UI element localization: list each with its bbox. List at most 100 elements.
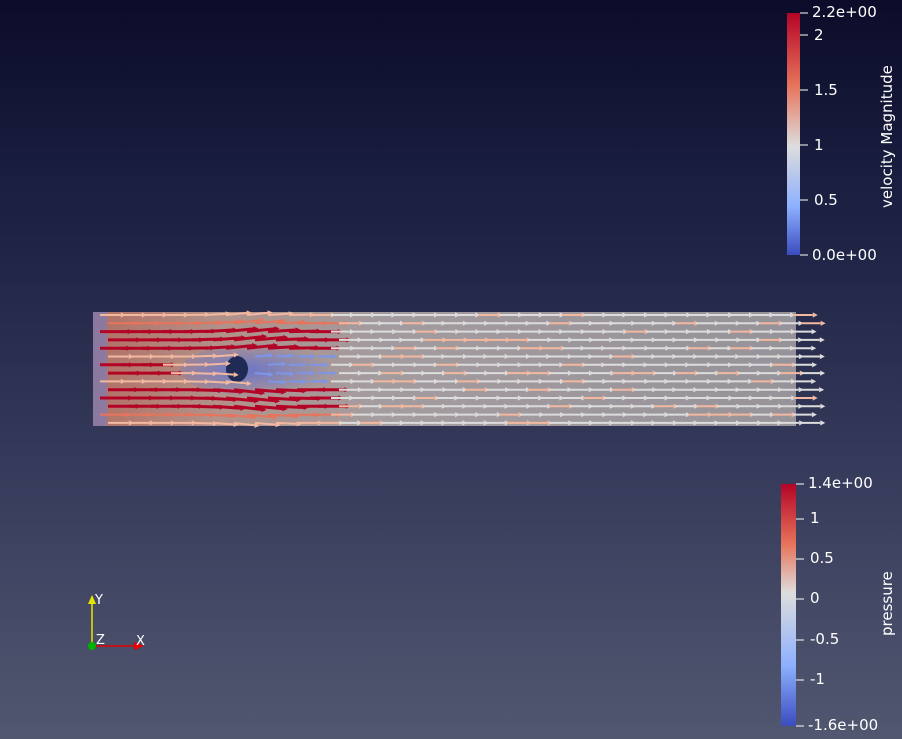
velocity-arrow-head (777, 420, 783, 426)
velocity-colorbar-title: velocity Magnitude (878, 65, 896, 208)
velocity-arrow-head (622, 378, 628, 384)
velocity-arrow-head (310, 370, 316, 376)
velocity-arrow-head (812, 362, 818, 368)
velocity-arrow-shaft (267, 363, 282, 366)
pressure-max-label: 1.4e+00 (808, 474, 873, 492)
pressure-colorbar (781, 483, 804, 727)
velocity-arrow-head (693, 353, 699, 360)
velocity-arrow-head (819, 337, 825, 343)
velocity-arrow-head (820, 370, 826, 376)
pressure-tick-0-5: 0.5 (810, 549, 834, 567)
pressure-colorbar-title: pressure (878, 571, 896, 636)
velocity-arrow-head (302, 361, 308, 368)
velocity-arrow-head (331, 353, 337, 360)
pressure-tick-0: 0 (810, 589, 820, 607)
velocity-arrow-shaft (191, 421, 213, 425)
velocity-arrow-head (462, 420, 468, 426)
velocity-arrow-head (748, 378, 754, 384)
velocity-arrow-head (685, 362, 691, 368)
velocity-arrow-head (281, 361, 287, 367)
velocity-arrow-head (349, 395, 355, 401)
velocity-arrow-shaft (254, 372, 269, 376)
velocity-arrow-head (517, 345, 523, 351)
velocity-arrow-head (331, 370, 337, 376)
velocity-arrow-head (289, 353, 295, 359)
velocity-arrow-head (310, 353, 316, 360)
velocity-arrow-head (254, 422, 260, 428)
velocity-tick-0-5: 0.5 (814, 191, 838, 209)
x-axis-label: X (136, 634, 145, 649)
velocity-arrow-shaft (254, 404, 283, 411)
velocity-arrow-shaft (267, 312, 289, 316)
velocity-arrow-head (643, 362, 649, 368)
velocity-arrow-head (546, 320, 552, 326)
velocity-arrow-head (685, 378, 691, 384)
velocity-arrow-head (378, 320, 384, 326)
velocity-arrow-head (454, 395, 460, 401)
velocity-arrow-head (302, 379, 308, 385)
velocity-arrow-shaft (275, 354, 290, 358)
velocity-arrow-head (811, 345, 817, 351)
velocity-arrow-shaft (204, 413, 231, 418)
velocity-arrow-shaft (246, 327, 275, 334)
velocity-colorbar (787, 12, 808, 256)
velocity-arrow-head (672, 320, 678, 326)
velocity-tick-1: 1 (814, 136, 824, 154)
velocity-min-label: 0.0e+00 (812, 246, 877, 264)
obstacle-cylinder (226, 356, 248, 382)
velocity-arrow-shaft (254, 388, 282, 394)
velocity-arrow-shaft (246, 344, 274, 350)
velocity-arrow-shaft (246, 311, 268, 316)
velocity-arrow-head (819, 353, 825, 360)
z-axis-dot (88, 642, 96, 650)
velocity-arrow-head (820, 320, 826, 326)
velocity-arrow-head (475, 412, 481, 418)
pressure-tick-neg-1: -1 (810, 670, 825, 688)
velocity-arrow-head (323, 362, 329, 368)
velocity-arrow-head (233, 352, 239, 358)
velocity-arrow-head (735, 353, 741, 360)
velocity-arrow-shaft (212, 320, 239, 325)
pressure-tick-neg-0-5: -0.5 (810, 630, 840, 648)
velocity-arrow-head (664, 412, 670, 418)
velocity-arrow-head (811, 378, 817, 384)
velocity-arrow-shaft (233, 421, 255, 427)
velocity-arrow-shaft (225, 413, 252, 419)
velocity-arrow-head (622, 395, 628, 401)
velocity-tick-2: 2 (814, 26, 824, 44)
velocity-arrow-head (259, 317, 265, 323)
velocity-arrow-shaft (204, 362, 226, 366)
velocity-arrow-head (664, 378, 670, 384)
velocity-arrow-head (289, 371, 295, 377)
inlet-region (93, 312, 107, 426)
velocity-arrow-head (672, 387, 678, 393)
velocity-arrow-head (706, 312, 712, 318)
velocity-arrow-shaft (191, 354, 213, 358)
velocity-arrow-shaft (254, 354, 269, 358)
velocity-arrow-head (462, 403, 468, 409)
velocity-colorbar-gradient (787, 13, 800, 255)
velocity-arrow-head (357, 353, 363, 360)
pressure-colorbar-gradient (781, 484, 796, 726)
velocity-arrow-shaft (233, 319, 260, 325)
velocity-arrow-head (601, 345, 607, 351)
velocity-arrow-head (622, 312, 628, 318)
velocity-arrow-shaft (275, 421, 297, 425)
velocity-arrow-shaft (212, 354, 234, 358)
velocity-arrow-head (546, 353, 552, 360)
velocity-arrow-shaft (191, 372, 213, 375)
y-axis-arrowhead (88, 595, 96, 604)
pressure-min-label: -1.6e+00 (808, 716, 879, 734)
velocity-arrow-head (769, 312, 775, 318)
velocity-arrow-shaft (254, 320, 281, 325)
velocity-arrow-head (268, 352, 274, 358)
velocity-arrow-shaft (225, 380, 247, 385)
velocity-arrow-head (651, 403, 657, 409)
velocity-arrow-head (812, 395, 818, 401)
velocity-arrow-head (609, 420, 615, 426)
velocity-arrow-head (378, 370, 384, 376)
velocity-arrow-shaft (254, 421, 276, 426)
velocity-arrow-head (811, 329, 817, 335)
velocity-arrow-head (559, 395, 565, 401)
